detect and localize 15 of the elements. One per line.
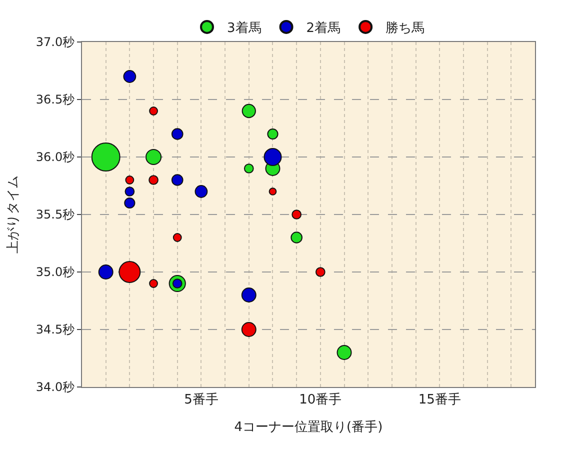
y-axis-title: 上がりタイム xyxy=(6,176,21,254)
x-tick-label: 10番手 xyxy=(299,392,342,408)
y-tick-label: 35.0秒 xyxy=(36,265,75,280)
legend-label: 2着馬 xyxy=(306,20,341,36)
y-tick-label: 35.5秒 xyxy=(36,208,75,222)
x-tick-label: 5番手 xyxy=(184,392,218,408)
x-tick-label: 15番手 xyxy=(418,392,461,408)
x-axis-title: 4コーナー位置取り(番手) xyxy=(234,420,383,436)
legend-label: 3着馬 xyxy=(227,20,262,36)
legend-label: 勝ち馬 xyxy=(386,21,425,36)
y-tick-label: 34.5秒 xyxy=(36,322,75,337)
y-tick-label: 37.0秒 xyxy=(36,35,75,50)
y-tick-label: 34.0秒 xyxy=(36,380,75,394)
y-tick-label: 36.0秒 xyxy=(36,150,75,164)
y-tick-label: 36.5秒 xyxy=(36,92,75,107)
